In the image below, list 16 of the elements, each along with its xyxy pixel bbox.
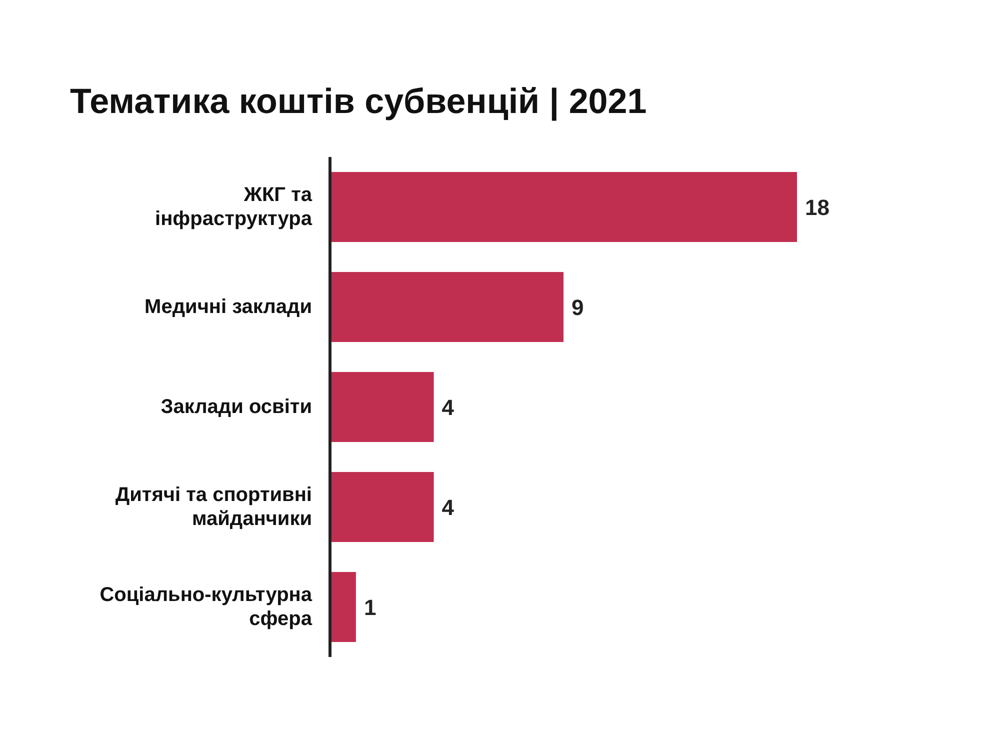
y-tick-label: ЖКГ та інфраструктура	[155, 184, 313, 230]
data-label: 4	[442, 494, 455, 520]
y-tick-label: Заклади освіти	[160, 396, 312, 418]
chart-title: Тематика коштів субвенцій | 2021	[70, 82, 647, 122]
y-tick-label: Медичні заклади	[144, 296, 312, 318]
bar	[330, 572, 356, 642]
bar	[330, 372, 434, 442]
bar	[330, 272, 564, 342]
data-label: 9	[572, 294, 584, 320]
bar	[330, 172, 797, 242]
data-label: 18	[805, 194, 830, 220]
bar	[330, 472, 434, 542]
y-tick-label: Соціально-культурна сфера	[100, 584, 313, 630]
y-tick-label: Дитячі та спортивні майданчики	[115, 484, 312, 530]
data-label: 1	[364, 594, 376, 620]
data-label: 4	[442, 394, 455, 420]
